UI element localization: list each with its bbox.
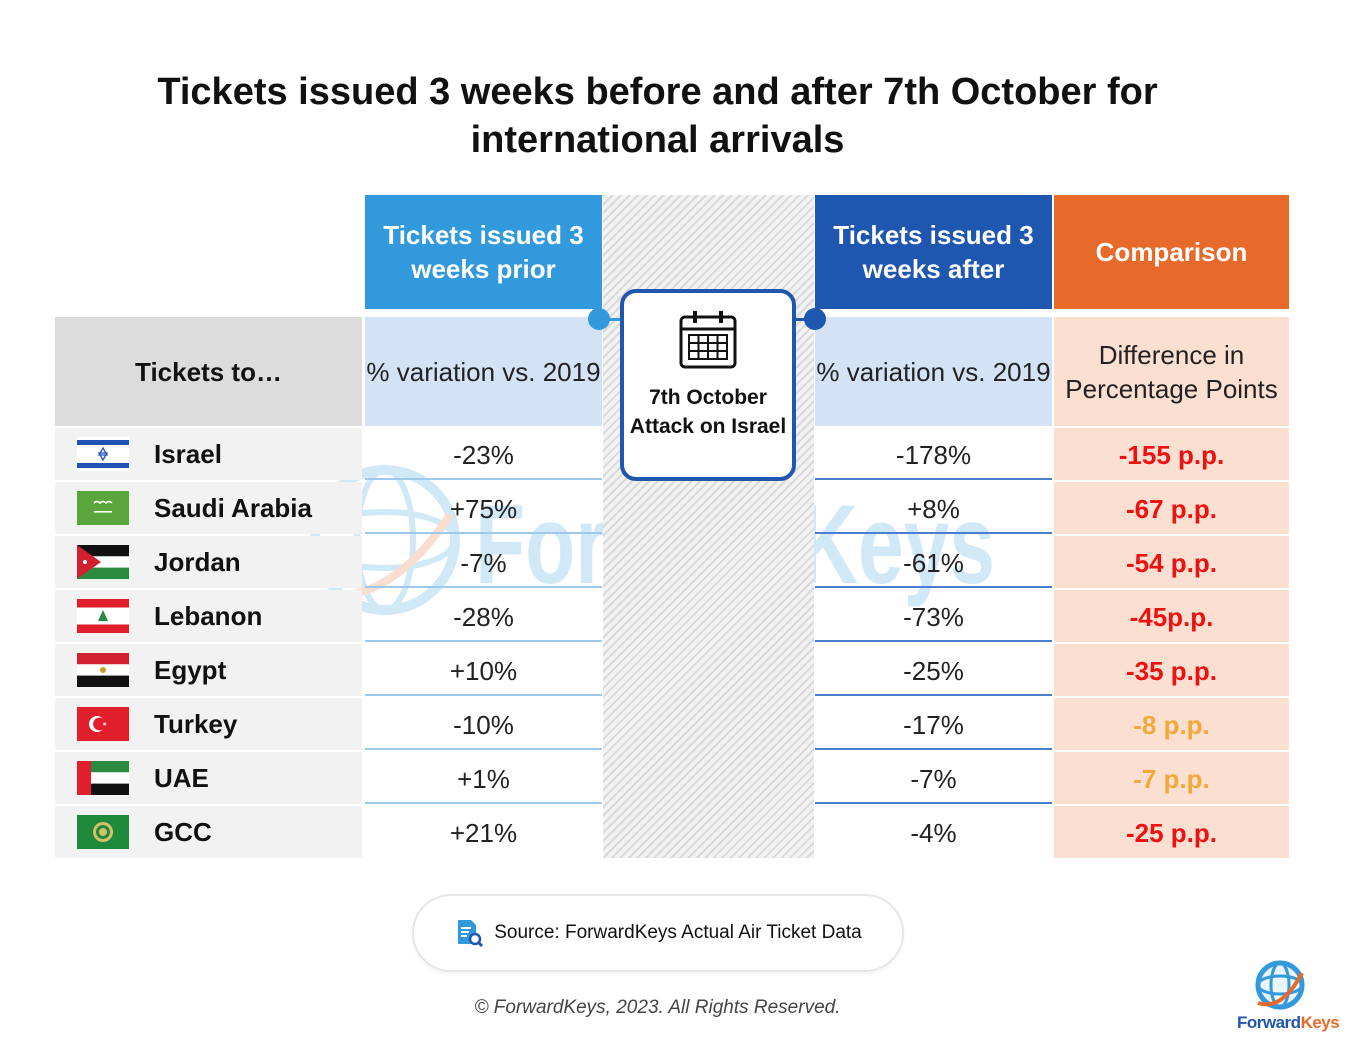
event-connector-right [794,318,810,321]
prior-value: -10% [365,698,602,750]
after-value: -4% [910,818,957,848]
event-label: 7th October Attack on Israel [629,386,787,438]
country-name: Israel [154,439,222,469]
logo-text-keys: Keys [1300,1013,1340,1032]
header-comparison: Comparison [1054,195,1289,309]
table-row: Lebanon -28% -73% -45p.p. [0,590,1347,644]
table-row: Egypt +10% -25% -35 p.p. [0,644,1347,698]
flag-turkey-icon [77,707,129,741]
country-name: Saudi Arabia [154,493,312,523]
after-value: -17% [815,698,1052,750]
after-value: +8% [815,482,1052,534]
comparison-value: -155 p.p. [1054,428,1289,480]
country-name: Jordan [154,547,241,577]
prior-value: +1% [365,752,602,804]
flag-egypt-icon [77,653,129,687]
country-name: GCC [154,817,212,847]
table-row: Saudi Arabia +75% +8% -67 p.p. [0,482,1347,536]
prior-value: +10% [365,644,602,696]
flag-uae-icon [77,761,129,795]
prior-value: -7% [365,536,602,588]
connector-dot-left [588,308,610,330]
connector-dot-right [804,308,826,330]
table-row: Turkey -10% -17% -8 p.p. [0,698,1347,752]
country-cell: UAE [55,752,362,804]
event-connector-left [604,318,622,321]
comparison-value: -7 p.p. [1054,752,1289,804]
source-text: Source: ForwardKeys Actual Air Ticket Da… [494,922,862,943]
country-cell: Lebanon [55,590,362,642]
comparison-value: -67 p.p. [1054,482,1289,534]
prior-value: -28% [365,590,602,642]
comparison-value: -35 p.p. [1054,644,1289,696]
after-value: -73% [815,590,1052,642]
flag-lebanon-icon [77,599,129,633]
after-value: -178% [815,428,1052,480]
flag-saudi-arabia-icon [77,491,129,525]
subheader-after: % variation vs. 2019 [815,317,1052,426]
country-cell: Egypt [55,644,362,696]
document-search-icon [458,920,484,948]
comparison-value: -45p.p. [1054,590,1289,642]
chart-title: Tickets issued 3 weeks before and after … [157,71,1158,161]
comparison-value: -8 p.p. [1054,698,1289,750]
after-value: -61% [815,536,1052,588]
event-box: 7th October Attack on Israel [620,289,796,481]
country-cell: Saudi Arabia [55,482,362,534]
header-prior: Tickets issued 3 weeks prior [365,195,602,309]
flag-gcc-icon [77,815,129,849]
flag-jordan-icon [77,545,129,579]
header-after: Tickets issued 3 weeks after [815,195,1052,309]
country-name: Lebanon [154,601,263,631]
country-name: Turkey [154,709,238,739]
table-row: UAE +1% -7% -7 p.p. [0,752,1347,806]
after-value: -7% [815,752,1052,804]
country-cell: Jordan [55,536,362,588]
calendar-icon [679,311,737,369]
country-cell: Turkey [55,698,362,750]
country-cell: GCC [55,806,362,858]
table-row: GCC +21% -4% -25 p.p. [0,806,1347,860]
comparison-value: -54 p.p. [1054,536,1289,588]
country-cell: Israel [55,428,362,480]
copyright: © ForwardKeys, 2023. All Rights Reserved… [474,997,841,1018]
country-name: UAE [154,763,209,793]
prior-value: -23% [365,428,602,480]
forwardkeys-logo [1255,960,1305,1010]
subheader-country: Tickets to… [55,317,362,426]
logo-text-forward: Forward [1237,1013,1301,1032]
source-note: Source: ForwardKeys Actual Air Ticket Da… [412,894,904,972]
subheader-prior: % variation vs. 2019 [365,317,602,426]
flag-israel-icon [77,437,129,471]
prior-value: +75% [365,482,602,534]
prior-value: +21% [449,818,518,848]
subheader-comparison: Difference in Percentage Points [1054,317,1289,426]
comparison-value: -25 p.p. [1054,806,1289,858]
table-row: Jordan -7% -61% -54 p.p. [0,536,1347,590]
after-value: -25% [815,644,1052,696]
country-name: Egypt [154,655,227,685]
logo-text: ForwardKeys [1237,1013,1340,1033]
table-row: Israel -23% -178% -155 p.p. [0,428,1347,482]
